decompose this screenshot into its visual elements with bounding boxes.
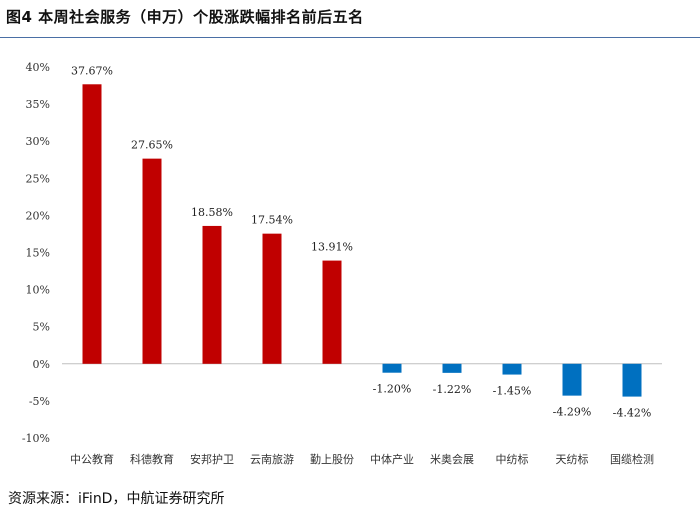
bar bbox=[382, 363, 402, 373]
data-label: -1.22% bbox=[433, 383, 472, 396]
x-tick-label: 科德教育 bbox=[130, 452, 174, 466]
bar bbox=[142, 158, 162, 364]
y-tick-label: 0% bbox=[33, 358, 50, 371]
page-title: 图4 本周社会服务（申万）个股涨跌幅排名前后五名 bbox=[6, 8, 364, 26]
bar bbox=[82, 84, 102, 364]
source-note: 资源来源：iFinD，中航证券研究所 bbox=[8, 491, 225, 507]
bar bbox=[202, 225, 222, 364]
x-tick-label: 中纺标 bbox=[496, 452, 529, 466]
data-label: 18.58% bbox=[191, 206, 233, 219]
bar bbox=[622, 363, 642, 397]
y-tick-label: 40% bbox=[26, 61, 50, 74]
y-tick-label: 20% bbox=[26, 209, 50, 222]
bar bbox=[442, 363, 462, 373]
y-tick-label: -5% bbox=[29, 395, 50, 408]
data-label: -1.45% bbox=[493, 385, 532, 398]
y-tick-label: 10% bbox=[26, 284, 50, 297]
y-tick-label: 25% bbox=[26, 172, 50, 185]
x-tick-label: 米奥会展 bbox=[430, 452, 474, 466]
bar bbox=[502, 363, 522, 375]
x-tick-label: 安邦护卫 bbox=[190, 452, 234, 466]
x-axis: 中公教育 科德教育 安邦护卫 云南旅游 勤上股份 中体产业 米奥会展 中纺标 天纺标 国缆检测 bbox=[70, 452, 654, 466]
x-tick-label: 天纺标 bbox=[556, 452, 589, 466]
bar bbox=[562, 363, 582, 396]
bar-chart: 40% 35% 30% 25% 20% 15% 10% 5% 0% -5% -10% 37.67% 2… bbox=[22, 61, 662, 466]
y-tick-label: -10% bbox=[22, 432, 50, 445]
y-tick-label: 15% bbox=[26, 247, 50, 260]
y-tick-label: 35% bbox=[26, 98, 50, 111]
data-label: 13.91% bbox=[311, 241, 353, 254]
data-label: 27.65% bbox=[131, 139, 173, 152]
x-tick-label: 中体产业 bbox=[370, 452, 414, 466]
bars bbox=[82, 84, 642, 397]
y-tick-label: 30% bbox=[26, 135, 50, 148]
title-divider bbox=[0, 37, 700, 38]
x-tick-label: 中公教育 bbox=[70, 452, 114, 466]
x-tick-label: 勤上股份 bbox=[310, 453, 354, 466]
data-labels: 37.67% 27.65% 18.58% 17.54% 13.91% -1.20% -1.2… bbox=[71, 64, 651, 419]
data-label: -1.20% bbox=[373, 383, 412, 396]
data-label: 37.67% bbox=[71, 64, 113, 77]
x-tick-label: 国缆检测 bbox=[610, 452, 654, 466]
y-tick-label: 5% bbox=[33, 321, 50, 334]
data-label: -4.42% bbox=[613, 407, 652, 420]
y-axis: 40% 35% 30% 25% 20% 15% 10% 5% 0% -5% -10% bbox=[22, 61, 50, 445]
bar bbox=[262, 233, 282, 364]
bar bbox=[322, 260, 342, 364]
data-label: -4.29% bbox=[553, 406, 592, 419]
x-tick-label: 云南旅游 bbox=[250, 452, 294, 466]
data-label: 17.54% bbox=[251, 214, 293, 227]
